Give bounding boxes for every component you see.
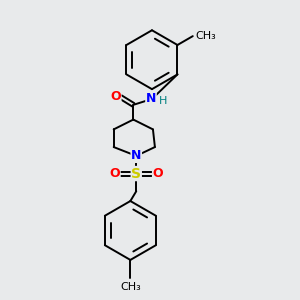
Text: CH₃: CH₃ xyxy=(120,281,141,292)
Text: N: N xyxy=(131,149,141,162)
Text: O: O xyxy=(110,91,121,103)
Text: O: O xyxy=(110,167,120,180)
Text: S: S xyxy=(131,167,141,181)
Text: N: N xyxy=(146,92,156,106)
Text: H: H xyxy=(159,96,167,106)
Text: CH₃: CH₃ xyxy=(196,31,217,41)
Text: O: O xyxy=(152,167,163,180)
